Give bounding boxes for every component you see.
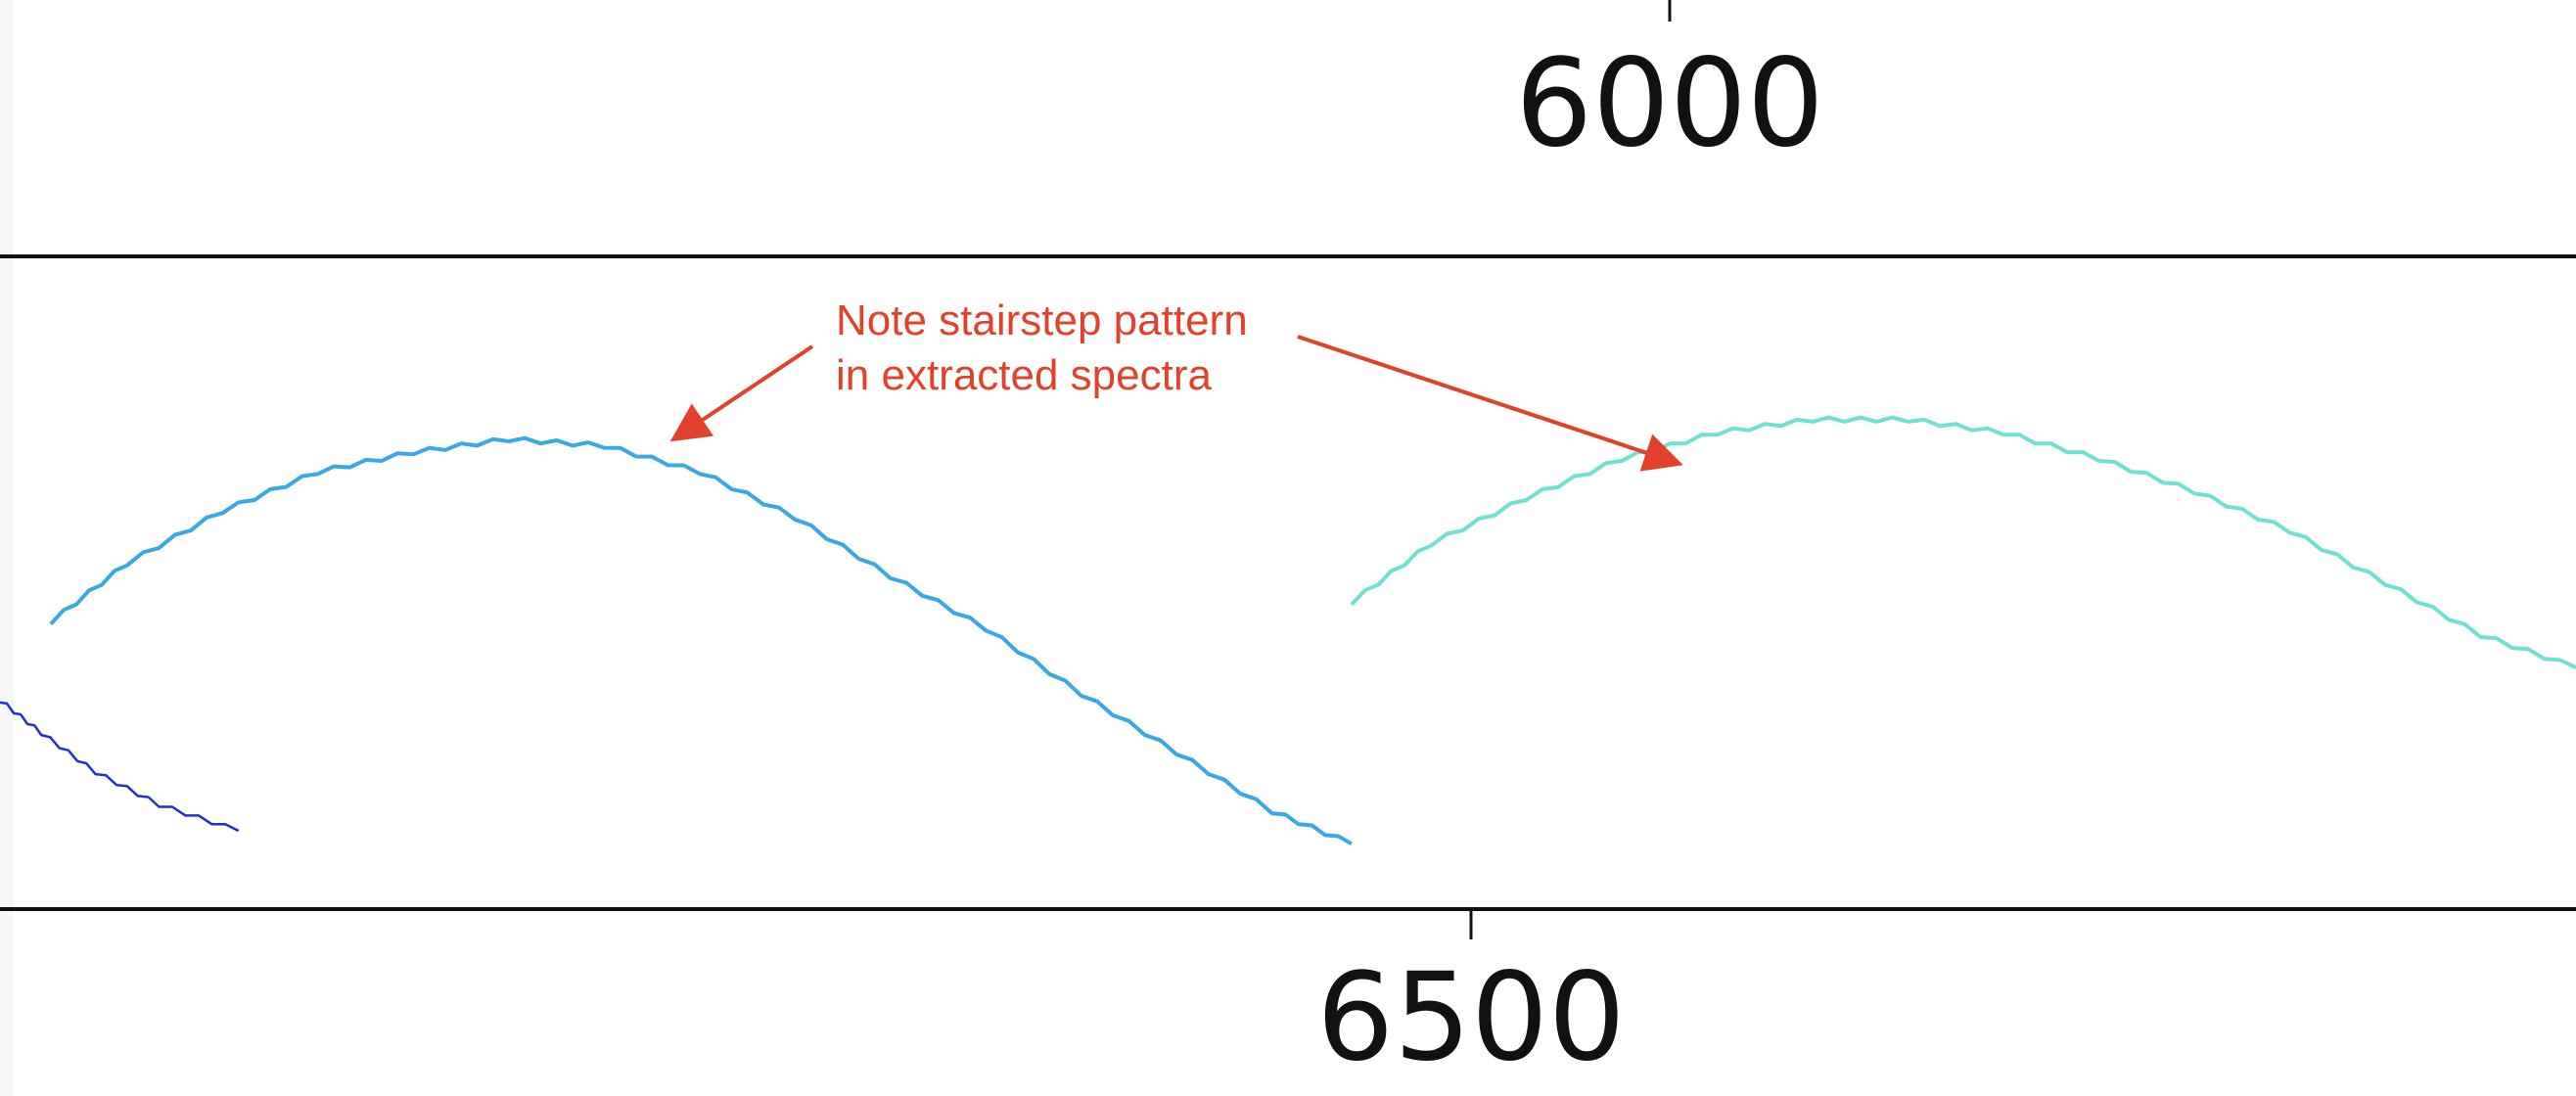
annotation-line-1: Note stairstep pattern [836,297,1248,344]
upper-x-tick-label: 6000 [1515,33,1824,174]
stairstep-annotation: Note stairstep pattern in extracted spec… [669,297,1683,472]
spectrum-series-2-line [49,435,1353,846]
annotation-arrow-right [1297,335,1683,472]
left-margin-strip [0,0,14,1096]
spectrum-series-3-line [1350,415,2576,670]
annotation-arrow-left [669,344,814,442]
annotation-line-2: in extracted spectra [836,351,1212,399]
series-layer [0,415,2576,846]
spectrum-series-1-line [0,701,240,833]
lower-x-tick-label: 6500 [1316,947,1626,1088]
lower-panel: 6500 [0,254,2576,1088]
upper-panel: 6000 [1515,0,1824,174]
